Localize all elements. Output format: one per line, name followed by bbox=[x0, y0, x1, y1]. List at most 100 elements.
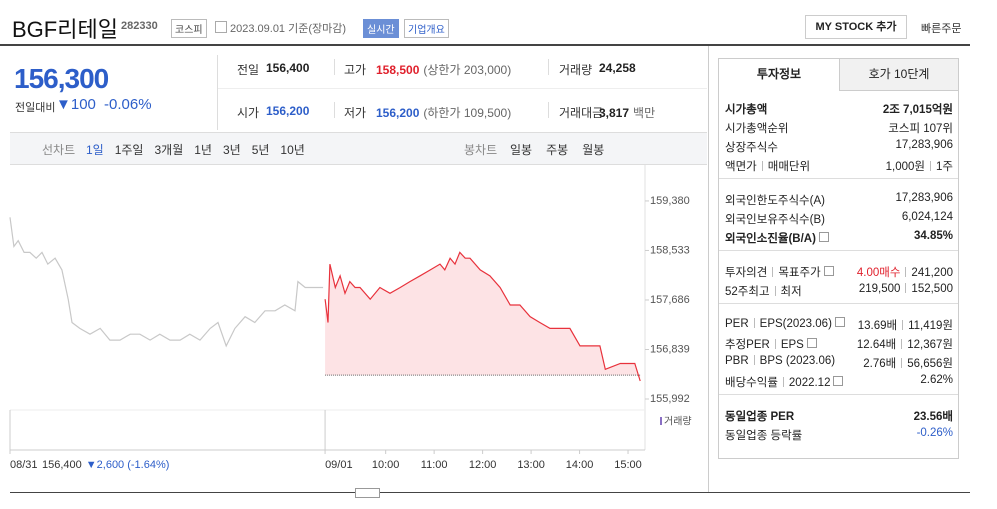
label-part: 액면가 bbox=[725, 161, 757, 173]
candle-tab[interactable]: 주봉 bbox=[546, 143, 569, 157]
value-part: 12.64배 bbox=[856, 339, 897, 351]
quote-value: 3,817 백만 bbox=[599, 104, 655, 121]
help-icon[interactable] bbox=[806, 338, 817, 348]
market-badge: 코스피 bbox=[171, 19, 207, 38]
row-rule bbox=[218, 88, 707, 89]
info-label: 투자의견 목표주가 bbox=[725, 264, 834, 280]
separator bbox=[905, 267, 907, 277]
volume-label: 거래량 bbox=[664, 416, 692, 428]
candle-tab[interactable]: 월봉 bbox=[582, 143, 605, 157]
quote-number: 3,817 bbox=[599, 106, 630, 120]
separator bbox=[772, 267, 774, 277]
info-value: 2조 7,015억원 bbox=[883, 101, 953, 117]
line bbox=[324, 251, 641, 382]
label-part: 목표주가 bbox=[778, 267, 821, 279]
help-icon[interactable] bbox=[823, 266, 834, 276]
volume-legend-swatch bbox=[660, 417, 662, 425]
date-text: 2023.09.01 bbox=[230, 23, 286, 35]
info-value: 17,283,906 bbox=[895, 139, 953, 151]
section-rule bbox=[719, 303, 958, 304]
realtime-button[interactable]: 실시간 bbox=[363, 19, 399, 38]
resize-handle[interactable] bbox=[355, 488, 380, 498]
separator bbox=[930, 161, 932, 171]
separator bbox=[782, 377, 784, 387]
panel bbox=[718, 90, 959, 459]
overview-button[interactable]: 기업개요 bbox=[404, 19, 449, 38]
quote-number: 158,500 bbox=[376, 63, 420, 77]
quote-label: 거래량 bbox=[559, 63, 593, 77]
info-value: 13.69배 11,419원 bbox=[858, 317, 953, 333]
info-label: PBR BPS (2023.06) bbox=[725, 355, 835, 367]
label-part: EPS(2023.06) bbox=[759, 318, 832, 330]
section-rule bbox=[719, 178, 958, 179]
current-price: 156,300 bbox=[14, 63, 109, 94]
quote-number: 156,200 bbox=[376, 106, 420, 120]
label-part: 52주최고 bbox=[725, 286, 770, 298]
value-part: 1,000원 bbox=[885, 161, 926, 173]
value-part: 17,283,906 bbox=[895, 139, 953, 151]
info-label: 동일업종 등락률 bbox=[725, 427, 802, 443]
help-icon[interactable] bbox=[834, 317, 845, 327]
label-part: 동일업종 PER bbox=[725, 411, 795, 423]
info-value: 2.76배 56,656원 bbox=[863, 355, 953, 371]
y-tick-label: 155,992 bbox=[650, 393, 690, 405]
label-part: PER bbox=[725, 318, 749, 330]
value-part: 152,500 bbox=[911, 283, 953, 295]
value-part: 2조 7,015억원 bbox=[882, 104, 953, 116]
period-tab[interactable]: 1일 bbox=[86, 143, 104, 157]
tab-active[interactable]: 투자정보 bbox=[718, 58, 840, 90]
stock-code: 282330 bbox=[121, 20, 158, 32]
info-label: 상장주식수 bbox=[725, 139, 778, 155]
quick-order[interactable]: 빠른주문 bbox=[921, 23, 962, 35]
value-part: 4.00매수 bbox=[856, 267, 901, 279]
info-row: 시가총액순위 코스피 107위 bbox=[725, 120, 953, 138]
value-part: 11,419원 bbox=[908, 320, 953, 332]
label-part: 시가총액 bbox=[725, 104, 768, 116]
calendar-icon bbox=[215, 21, 227, 33]
info-value: 219,500 152,500 bbox=[859, 283, 953, 295]
info-label: 시가총액순위 bbox=[725, 120, 788, 136]
quote-note: (상한가 203,000) bbox=[423, 63, 512, 77]
quote-note: (하한가 109,500) bbox=[423, 106, 512, 120]
y-tick-label: 157,686 bbox=[650, 294, 690, 306]
period-tab[interactable]: 1주일 bbox=[114, 143, 144, 157]
y-tick-label: 158,533 bbox=[650, 244, 690, 256]
separator bbox=[901, 358, 903, 368]
x-tick-label: 13:00 bbox=[517, 459, 545, 471]
basis: 기준(장마감) bbox=[288, 23, 347, 35]
info-value: 4.00매수 241,200 bbox=[857, 264, 953, 280]
change: ▼100 bbox=[56, 96, 96, 113]
period-tab[interactable]: 3년 bbox=[222, 143, 241, 157]
candle-tab[interactable]: 일봉 bbox=[510, 143, 533, 157]
info-label: 액면가 매매단위 bbox=[725, 158, 810, 174]
info-value: 34.85% bbox=[914, 230, 953, 242]
my-stock-button[interactable]: MY STOCK 추가 bbox=[805, 15, 907, 39]
info-row: 외국인보유주식수(B) 6,024,124 bbox=[725, 211, 953, 229]
date: 2023.09.01 기준(장마감) bbox=[230, 20, 346, 36]
info-label: 추정PER EPS bbox=[725, 336, 817, 352]
help-icon[interactable] bbox=[818, 232, 829, 242]
period-tab[interactable]: 5년 bbox=[251, 143, 270, 157]
x-tick-label: 12:00 bbox=[469, 459, 497, 471]
info-row: 동일업종 등락률 -0.26% bbox=[725, 427, 953, 445]
line bbox=[9, 217, 324, 348]
period-tab[interactable]: 10년 bbox=[280, 143, 305, 157]
prev-close-value: 156,400 bbox=[42, 459, 82, 471]
x-tick-label: 09/01 bbox=[325, 459, 353, 471]
label-part: 외국인소진율(B/A) bbox=[725, 233, 816, 245]
info-label: 외국인소진율(B/A) bbox=[725, 230, 829, 246]
info-row: 투자의견 목표주가 4.00매수 241,200 bbox=[725, 264, 953, 282]
value-part: 56,656원 bbox=[907, 358, 953, 370]
period-tab[interactable]: 3개월 bbox=[154, 143, 184, 157]
change-value: 100 bbox=[70, 96, 96, 113]
period-tab[interactable]: 1년 bbox=[194, 143, 212, 157]
tab[interactable]: 호가 10단계 bbox=[839, 58, 959, 91]
info-label: 배당수익률 2022.12 bbox=[725, 374, 844, 390]
y-tick-label: 159,380 bbox=[650, 195, 690, 207]
bottom-rule bbox=[10, 492, 970, 493]
help-icon[interactable] bbox=[833, 376, 844, 386]
info-row: 상장주식수 17,283,906 bbox=[725, 139, 953, 157]
divider bbox=[708, 46, 709, 493]
info-value: 6,024,124 bbox=[902, 211, 953, 223]
separator bbox=[774, 339, 776, 349]
